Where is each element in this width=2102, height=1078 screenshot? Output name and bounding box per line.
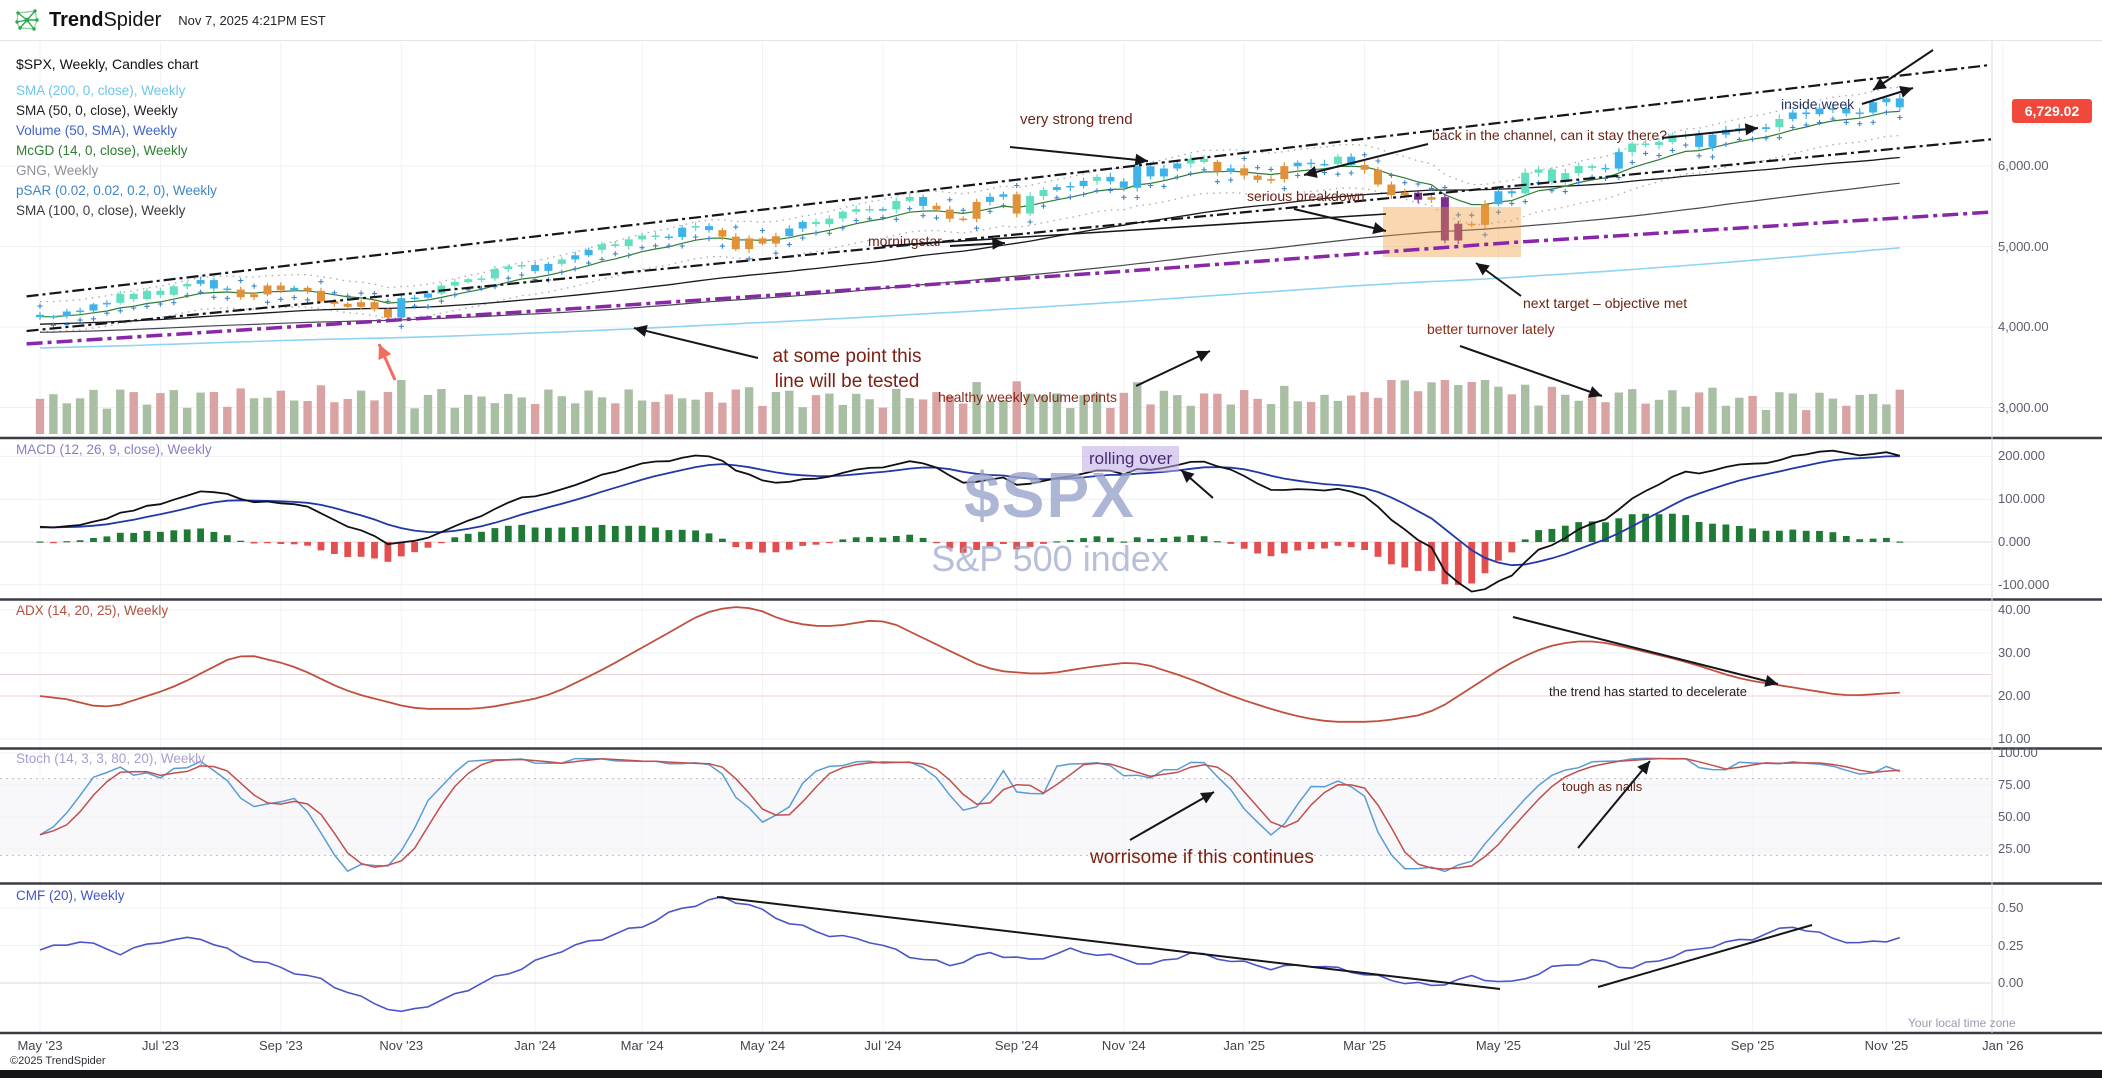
time-axis-tick: Nov '25 xyxy=(1864,1038,1909,1053)
time-axis-tick: Nov '24 xyxy=(1101,1038,1146,1053)
time-axis-tick: Jan '24 xyxy=(514,1038,556,1053)
legend-item-volume[interactable]: Volume (50, SMA), Weekly xyxy=(16,123,178,138)
macd-axis-tick: 100.000 xyxy=(1998,491,2045,507)
header-timestamp: Nov 7, 2025 4:21PM EST xyxy=(178,12,326,28)
time-axis-tick: Mar '25 xyxy=(1343,1038,1387,1053)
stoch-axis-tick: 75.00 xyxy=(1998,777,2031,792)
macd-axis-tick: -100.000 xyxy=(1998,576,2050,592)
time-axis-tick: Jan '26 xyxy=(1982,1038,2024,1053)
timezone-label[interactable]: Your local time zone xyxy=(1908,1016,2016,1030)
brand-wordmark: TrendSpider xyxy=(49,8,162,31)
chart-title: $SPX, Weekly, Candles chart xyxy=(16,56,199,72)
cmf-axis-tick: 0.50 xyxy=(1998,900,2024,915)
time-axis-tick: May '23 xyxy=(17,1038,63,1053)
price-axis-tick: 5,000.00 xyxy=(1998,238,2049,254)
time-axis-tick: Jul '24 xyxy=(864,1038,902,1053)
time-axis-tick: Nov '23 xyxy=(379,1038,424,1053)
stoch-axis-tick: 100.00 xyxy=(1998,745,2038,760)
trendspider-logo-icon[interactable] xyxy=(14,7,40,33)
cmf-axis-tick: 0.25 xyxy=(1998,937,2024,953)
stoch-axis-tick: 25.00 xyxy=(1998,841,2031,856)
time-axis-tick: Jul '25 xyxy=(1613,1038,1651,1053)
legend-item-mcgd[interactable]: McGD (14, 0, close), Weekly xyxy=(16,143,188,158)
macd-axis-tick: 200.000 xyxy=(1998,448,2045,464)
time-axis-tick: Jan '25 xyxy=(1223,1038,1265,1053)
time-axis-tick: Sep '24 xyxy=(994,1038,1039,1053)
app-header: TrendSpider Nov 7, 2025 4:21PM EST xyxy=(0,0,2102,41)
adx-axis-tick: 20.00 xyxy=(1998,688,2031,703)
legend-item-sma100[interactable]: SMA (100, 0, close), Weekly xyxy=(16,203,186,218)
panel-legend-cmf[interactable]: CMF (20), Weekly xyxy=(16,888,125,903)
panel-legend-adx[interactable]: ADX (14, 20, 25), Weekly xyxy=(16,603,169,618)
legend-item-psar[interactable]: pSAR (0.02, 0.02, 0.2, 0), Weekly xyxy=(16,183,217,198)
adx-axis-tick: 40.00 xyxy=(1998,602,2031,617)
panel-legend-macd[interactable]: MACD (12, 26, 9, close), Weekly xyxy=(16,442,212,457)
legend-item-gng[interactable]: GNG, Weekly xyxy=(16,163,99,178)
legend-item-sma50[interactable]: SMA (50, 0, close), Weekly xyxy=(16,103,178,118)
adx-axis-tick: 30.00 xyxy=(1998,645,2031,660)
price-axis-tick: 6,000.00 xyxy=(1998,158,2049,173)
price-axis-tick: 4,000.00 xyxy=(1998,319,2049,334)
legend-item-sma200[interactable]: SMA (200, 0, close), Weekly xyxy=(16,83,186,98)
macd-axis-tick: 0.000 xyxy=(1998,534,2031,549)
stoch-axis-tick: 50.00 xyxy=(1998,809,2031,824)
time-axis-tick: May '25 xyxy=(1475,1038,1521,1053)
time-axis-tick: Jul '23 xyxy=(141,1038,179,1053)
last-price-badge: 6,729.02 xyxy=(2012,99,2092,123)
price-axis-tick: 3,000.00 xyxy=(1998,399,2049,415)
time-axis-tick: Sep '23 xyxy=(258,1038,303,1053)
time-axis-tick: May '24 xyxy=(739,1038,786,1053)
adx-axis-tick: 10.00 xyxy=(1998,731,2031,746)
time-axis-tick: Sep '25 xyxy=(1730,1038,1775,1053)
time-axis-tick: Mar '24 xyxy=(620,1038,664,1053)
copyright-label: ©2025 TrendSpider xyxy=(10,1055,106,1067)
main-legend: $SPX, Weekly, Candles chart SMA (200, 0,… xyxy=(16,56,217,221)
cmf-axis-tick: 0.00 xyxy=(1998,975,2024,990)
bottom-bar xyxy=(0,1070,2102,1078)
panel-legend-stoch[interactable]: Stoch (14, 3, 3, 80, 20), Weekly xyxy=(16,751,205,766)
